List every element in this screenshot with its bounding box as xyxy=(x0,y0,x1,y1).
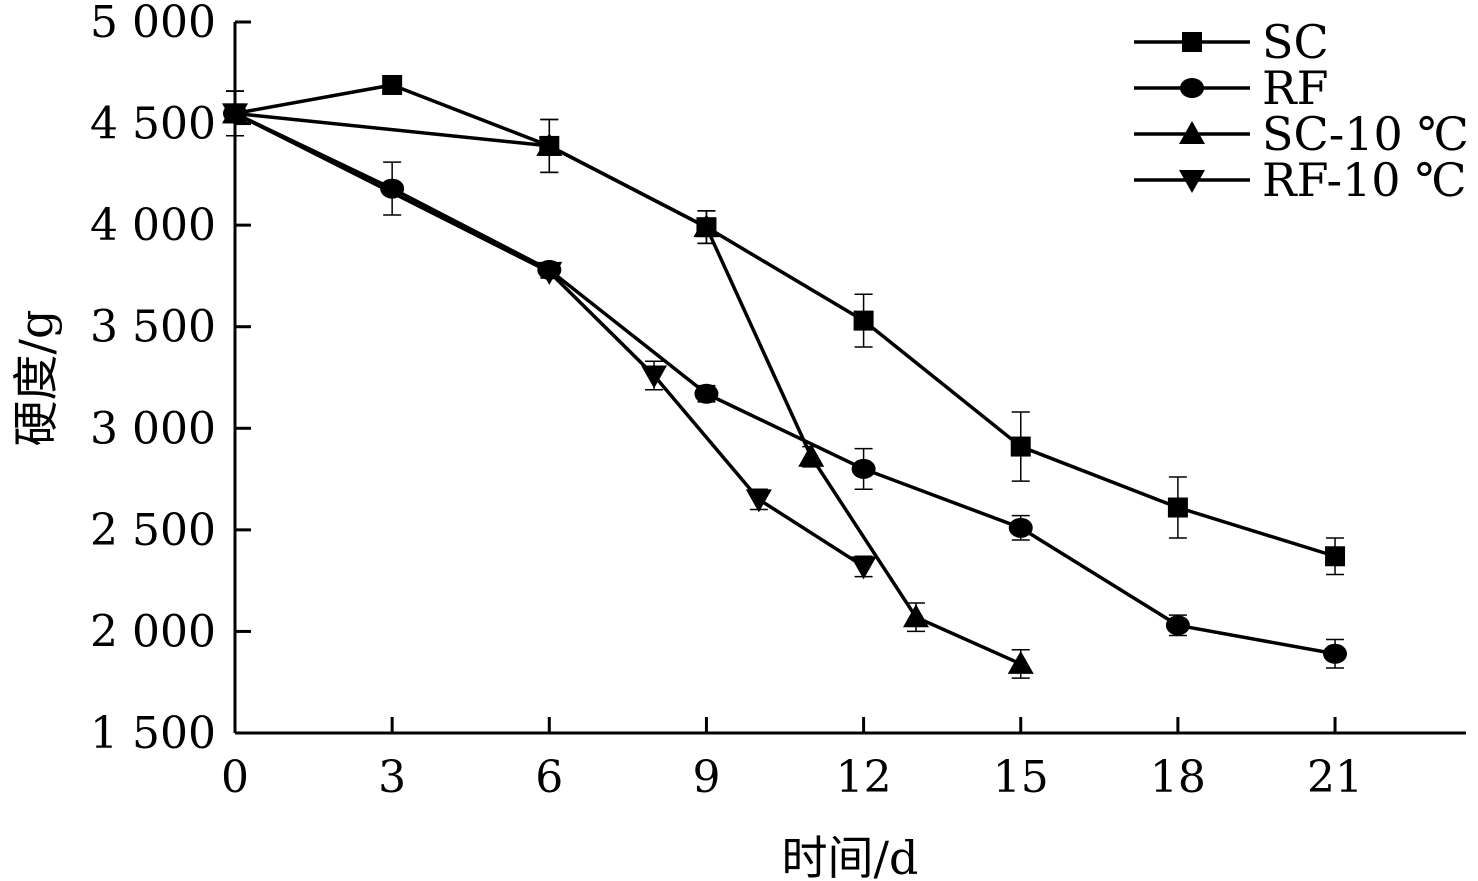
legend-item: SC xyxy=(1134,15,1329,69)
series-sc-10 xyxy=(222,90,1034,679)
legend-item: RF-10 ℃ xyxy=(1134,153,1467,207)
data-point xyxy=(641,365,668,389)
y-tick-label: 1 500 xyxy=(90,708,216,759)
data-point xyxy=(694,383,719,404)
data-point xyxy=(536,261,563,285)
legend-item: SC-10 ℃ xyxy=(1134,107,1469,161)
legend-label: SC xyxy=(1262,15,1329,69)
x-tick-label: 6 xyxy=(535,752,563,803)
data-point xyxy=(853,310,874,331)
y-tick-label: 3 500 xyxy=(90,302,216,353)
x-tick-label: 12 xyxy=(836,752,892,803)
series-rf-10 xyxy=(222,90,877,580)
x-tick-label: 15 xyxy=(993,752,1049,803)
x-ticks: 0 3 6 9 12 15 18 21 xyxy=(221,717,1363,803)
series-line xyxy=(234,111,1022,666)
data-point xyxy=(1008,517,1033,538)
data-point xyxy=(1007,650,1034,674)
series-layer xyxy=(222,74,1348,679)
data-point xyxy=(851,458,876,479)
series-line xyxy=(234,111,1336,656)
data-point xyxy=(1179,121,1205,144)
legend-label: SC-10 ℃ xyxy=(1262,107,1469,161)
series-sc xyxy=(225,74,1346,576)
data-point xyxy=(902,604,929,628)
data-point xyxy=(1167,497,1188,518)
y-ticks: 1 500 2 000 2 500 3 000 3 500 4 000 4 500 5 000 xyxy=(90,0,251,759)
data-point xyxy=(1180,78,1204,98)
axes xyxy=(233,22,1466,735)
y-tick-label: 3 000 xyxy=(90,403,216,454)
series-line xyxy=(234,111,865,568)
legend-label: RF-10 ℃ xyxy=(1262,153,1467,207)
y-tick-label: 4 000 xyxy=(90,200,216,251)
y-tick-label: 2 500 xyxy=(90,505,216,556)
data-point xyxy=(536,132,563,156)
data-point xyxy=(222,103,248,127)
data-point xyxy=(1165,615,1190,636)
y-axis-title: 硬度/g xyxy=(9,310,63,447)
data-point xyxy=(1179,170,1205,193)
series-line xyxy=(234,83,1336,558)
data-point xyxy=(1010,436,1031,457)
data-point xyxy=(1323,643,1348,664)
x-tick-label: 0 xyxy=(221,752,249,803)
x-tick-label: 18 xyxy=(1150,752,1206,803)
y-tick-label: 5 000 xyxy=(90,0,216,48)
legend-item: RF xyxy=(1134,61,1329,115)
x-tick-label: 21 xyxy=(1307,752,1363,803)
legend-label: RF xyxy=(1262,61,1329,115)
y-tick-label: 4 500 xyxy=(90,99,216,150)
x-tick-label: 3 xyxy=(378,752,406,803)
data-point xyxy=(1182,32,1202,52)
data-point xyxy=(798,443,825,467)
data-point xyxy=(1325,546,1346,567)
data-point xyxy=(745,489,772,513)
data-point xyxy=(850,556,877,580)
data-point xyxy=(382,74,403,95)
x-tick-label: 9 xyxy=(692,752,720,803)
series-rf xyxy=(223,90,1348,669)
x-axis-title: 时间/d xyxy=(782,831,919,881)
data-point xyxy=(693,214,720,238)
y-tick-label: 2 000 xyxy=(90,606,216,657)
data-point xyxy=(380,178,405,199)
